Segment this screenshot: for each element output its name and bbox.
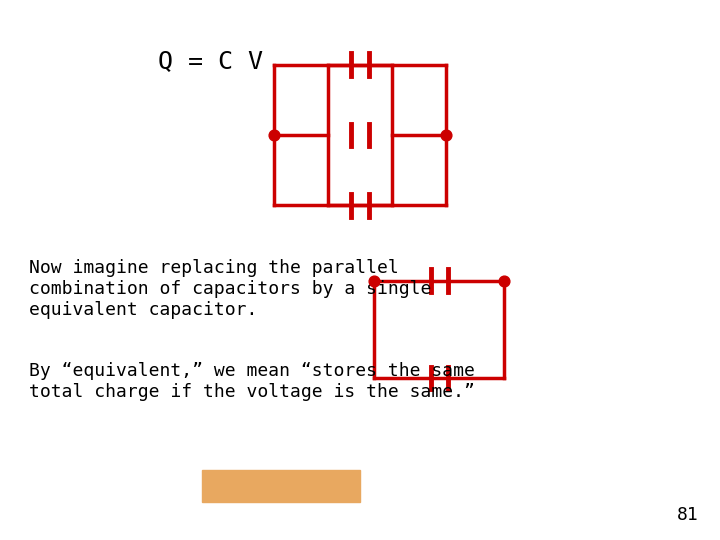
Text: Now imagine replacing the parallel
combination of capacitors by a single
equival: Now imagine replacing the parallel combi… bbox=[29, 259, 431, 319]
Text: 81: 81 bbox=[677, 506, 698, 524]
Text: Q = C V: Q = C V bbox=[158, 49, 264, 72]
Point bbox=[268, 131, 279, 139]
FancyBboxPatch shape bbox=[202, 470, 360, 502]
Point bbox=[369, 276, 380, 285]
Point bbox=[441, 131, 452, 139]
Text: By “equivalent,” we mean “stores the same
total charge if the voltage is the sam: By “equivalent,” we mean “stores the sam… bbox=[29, 362, 474, 401]
Point bbox=[498, 276, 510, 285]
